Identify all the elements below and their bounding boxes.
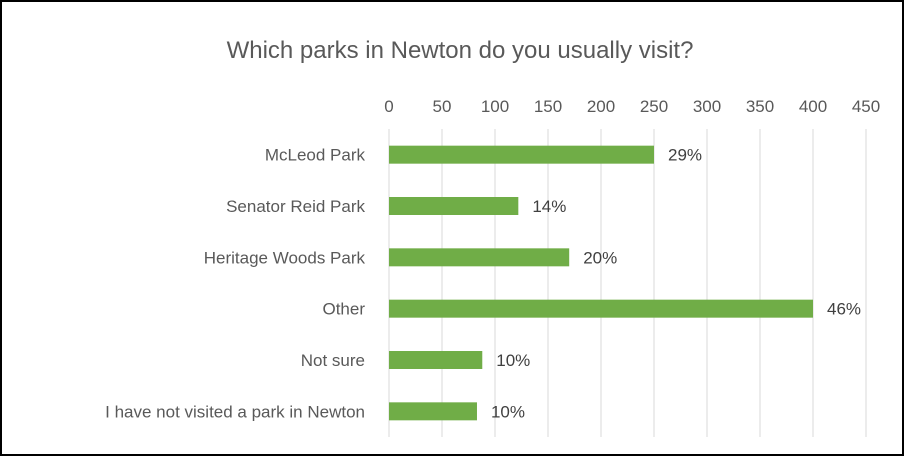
category-labels: McLeod Park Senator Reid Park Heritage Woo… [105, 146, 365, 422]
data-label: 10% [491, 402, 525, 421]
x-tick-label: 250 [640, 97, 668, 116]
category-label: Other [322, 300, 365, 319]
data-label: 20% [583, 248, 617, 267]
bar [389, 145, 654, 164]
gridlines [388, 129, 867, 437]
x-tick-label: 150 [534, 97, 562, 116]
data-label: 14% [532, 197, 566, 216]
data-labels: 29% 14% 20% 46% 10% 10% [491, 146, 861, 422]
bar [389, 197, 519, 215]
data-label: 46% [827, 300, 861, 319]
x-tick-label: 400 [799, 97, 827, 116]
bar [389, 248, 570, 267]
x-tick-label: 50 [433, 97, 452, 116]
bar [389, 299, 813, 318]
category-label: I have not visited a park in Newton [105, 402, 365, 421]
x-tick-label: 100 [481, 97, 509, 116]
bars [389, 145, 813, 421]
x-tick-label: 350 [746, 97, 774, 116]
chart-title: Which parks in Newton do you usually vis… [227, 37, 694, 64]
bar [389, 351, 483, 369]
x-tick-label: 300 [693, 97, 721, 116]
category-label: McLeod Park [265, 146, 366, 165]
x-tick-label: 200 [587, 97, 615, 116]
x-tick-label: 450 [852, 97, 880, 116]
data-label: 10% [496, 351, 530, 370]
bar [389, 402, 477, 421]
x-axis-ticks: 0 50 100 150 200 250 300 350 400 450 [384, 97, 880, 116]
x-tick-label: 0 [384, 97, 393, 116]
category-label: Not sure [301, 351, 365, 370]
data-label: 29% [668, 146, 702, 165]
category-label: Senator Reid Park [226, 197, 365, 216]
category-label: Heritage Woods Park [204, 248, 366, 267]
